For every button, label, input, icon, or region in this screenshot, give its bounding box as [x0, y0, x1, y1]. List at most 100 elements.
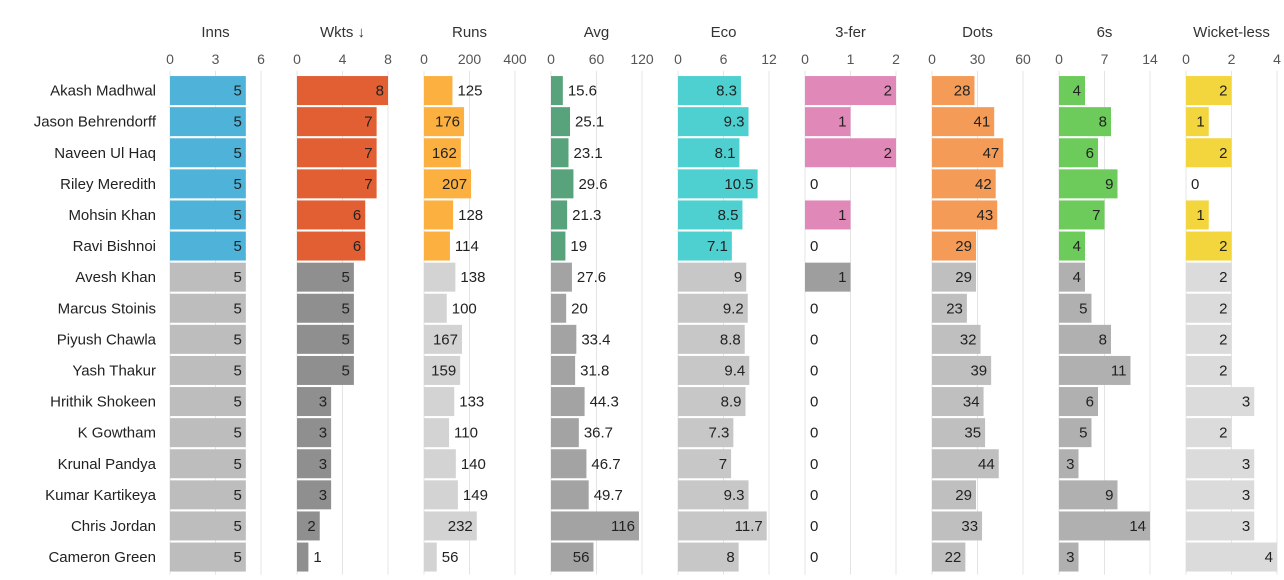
bar-wkts-riley-meredith	[297, 169, 377, 199]
bar-sixes-riley-meredith	[1059, 169, 1118, 199]
value-label-wicketless-yash-thakur: 2	[1219, 362, 1227, 379]
tick-label-sixes-0: 0	[1055, 51, 1063, 67]
value-label-inns-piyush-chawla: 5	[233, 331, 241, 348]
bar-avg-marcus-stoinis	[551, 293, 567, 323]
value-label-sixes-cameron-green: 3	[1066, 549, 1074, 566]
value-label-inns-mohsin-khan: 5	[233, 207, 241, 224]
value-label-inns-akash-madhwal: 5	[233, 83, 241, 100]
tick-label-threefer-0: 0	[801, 51, 809, 67]
bar-runs-akash-madhwal	[424, 76, 453, 106]
bar-threefer-mohsin-khan	[805, 200, 851, 230]
bar-runs-naveen-ul-haq	[424, 138, 461, 168]
bar-dots-yash-thakur	[932, 355, 992, 385]
value-label-threefer-marcus-stoinis: 0	[810, 300, 818, 317]
bar-inns-jason-behrendorff	[170, 107, 246, 137]
bar-avg-k-gowtham	[551, 418, 579, 448]
bar-wkts-avesh-khan	[297, 262, 354, 292]
bar-dots-marcus-stoinis	[932, 293, 967, 323]
bar-inns-cameron-green	[170, 542, 246, 572]
bar-inns-marcus-stoinis	[170, 293, 246, 323]
value-label-sixes-jason-behrendorff: 8	[1099, 114, 1107, 131]
bar-wkts-marcus-stoinis	[297, 293, 354, 323]
bar-avg-yash-thakur	[551, 355, 576, 385]
bar-runs-mohsin-khan	[424, 200, 454, 230]
value-label-dots-hrithik-shokeen: 34	[963, 394, 980, 411]
value-label-eco-kumar-kartikeya: 9.3	[724, 487, 745, 504]
tick-label-eco-0: 0	[674, 51, 682, 67]
column-header-wkts: Wkts ↓	[320, 24, 365, 41]
value-label-wicketless-piyush-chawla: 2	[1219, 331, 1227, 348]
value-label-avg-naveen-ul-haq: 23.1	[574, 145, 603, 162]
bar-wkts-piyush-chawla	[297, 324, 354, 354]
bar-sixes-ravi-bishnoi	[1059, 231, 1085, 261]
row-label-avesh-khan: Avesh Khan	[75, 269, 156, 286]
tick-label-inns-0: 0	[166, 51, 174, 67]
value-label-wicketless-akash-madhwal: 2	[1219, 83, 1227, 100]
value-label-inns-riley-meredith: 5	[233, 176, 241, 193]
value-label-sixes-riley-meredith: 9	[1105, 176, 1113, 193]
bar-wicketless-akash-madhwal	[1186, 76, 1232, 106]
value-label-sixes-hrithik-shokeen: 6	[1086, 394, 1094, 411]
bar-runs-kumar-kartikeya	[424, 480, 458, 510]
value-label-threefer-yash-thakur: 0	[810, 362, 818, 379]
bar-wicketless-yash-thakur	[1186, 355, 1232, 385]
bar-sixes-marcus-stoinis	[1059, 293, 1092, 323]
bar-threefer-avesh-khan	[805, 262, 851, 292]
value-label-inns-yash-thakur: 5	[233, 362, 241, 379]
bar-avg-hrithik-shokeen	[551, 387, 585, 417]
value-label-wicketless-avesh-khan: 2	[1219, 269, 1227, 286]
bar-wkts-cameron-green	[297, 542, 309, 572]
bar-eco-ravi-bishnoi	[678, 231, 732, 261]
tick-label-dots-30: 30	[970, 51, 986, 67]
bar-dots-kumar-kartikeya	[932, 480, 976, 510]
tick-label-eco-6: 6	[720, 51, 728, 67]
bar-avg-kumar-kartikeya	[551, 480, 589, 510]
bar-dots-piyush-chawla	[932, 324, 981, 354]
bar-inns-yash-thakur	[170, 355, 246, 385]
value-label-threefer-jason-behrendorff: 1	[838, 114, 846, 131]
bar-wicketless-cameron-green	[1186, 542, 1277, 572]
bar-runs-krunal-pandya	[424, 449, 456, 479]
value-label-runs-kumar-kartikeya: 149	[463, 487, 488, 504]
value-label-runs-marcus-stoinis: 100	[452, 300, 477, 317]
bar-avg-ravi-bishnoi	[551, 231, 566, 261]
value-label-wkts-yash-thakur: 5	[342, 362, 350, 379]
tick-label-threefer-2: 2	[892, 51, 900, 67]
value-label-wkts-piyush-chawla: 5	[342, 331, 350, 348]
bar-inns-chris-jordan	[170, 511, 246, 541]
column-header-dots: Dots	[962, 24, 993, 41]
value-label-eco-akash-madhwal: 8.3	[716, 83, 737, 100]
value-label-threefer-mohsin-khan: 1	[838, 207, 846, 224]
bar-inns-krunal-pandya	[170, 449, 246, 479]
value-label-wicketless-kumar-kartikeya: 3	[1242, 487, 1250, 504]
tick-label-wkts-0: 0	[293, 51, 301, 67]
value-label-dots-chris-jordan: 33	[961, 518, 978, 535]
value-label-avg-piyush-chawla: 33.4	[581, 331, 610, 348]
row-label-hrithik-shokeen: Hrithik Shokeen	[50, 394, 156, 411]
tick-label-wkts-4: 4	[339, 51, 347, 67]
bar-eco-naveen-ul-haq	[678, 138, 740, 168]
value-label-threefer-riley-meredith: 0	[810, 176, 818, 193]
bar-wicketless-avesh-khan	[1186, 262, 1232, 292]
bar-avg-cameron-green	[551, 542, 594, 572]
bar-dots-ravi-bishnoi	[932, 231, 976, 261]
bar-dots-jason-behrendorff	[932, 107, 995, 137]
row-label-ravi-bishnoi: Ravi Bishnoi	[73, 238, 156, 255]
tick-label-avg-0: 0	[547, 51, 555, 67]
bar-wicketless-k-gowtham	[1186, 418, 1232, 448]
value-label-sixes-kumar-kartikeya: 9	[1105, 487, 1113, 504]
value-label-sixes-akash-madhwal: 4	[1073, 83, 1081, 100]
value-label-threefer-akash-madhwal: 2	[884, 83, 892, 100]
value-label-eco-marcus-stoinis: 9.2	[723, 300, 744, 317]
value-label-runs-cameron-green: 56	[442, 549, 459, 566]
value-label-wkts-marcus-stoinis: 5	[342, 300, 350, 317]
bar-inns-ravi-bishnoi	[170, 231, 246, 261]
value-label-wicketless-hrithik-shokeen: 3	[1242, 394, 1250, 411]
bar-wicketless-hrithik-shokeen	[1186, 387, 1255, 417]
value-label-eco-yash-thakur: 9.4	[724, 362, 745, 379]
column-header-runs: Runs	[452, 24, 487, 41]
bar-sixes-krunal-pandya	[1059, 449, 1079, 479]
value-label-inns-k-gowtham: 5	[233, 425, 241, 442]
bar-wkts-mohsin-khan	[297, 200, 366, 230]
